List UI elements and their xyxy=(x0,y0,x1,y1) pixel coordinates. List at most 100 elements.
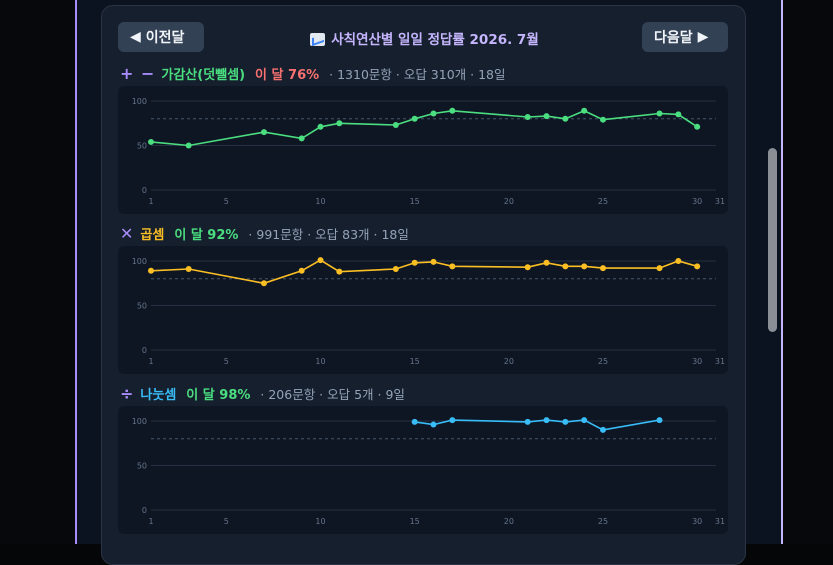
data-point xyxy=(261,280,267,287)
chart-addsub: 100 50 0 1 5 10 15 20 25 30 31 xyxy=(118,86,728,214)
data-point xyxy=(600,426,606,433)
data-point xyxy=(298,135,305,142)
data-point xyxy=(694,123,701,130)
data-point xyxy=(600,116,606,123)
x-tick-label: 25 xyxy=(598,197,608,206)
stats-modal: ◀ 이전달 사칙연산별 일일 정답률 2026. 7월 다음달 ▶ + − 가감… xyxy=(75,0,783,565)
section-name: 나눗셈 xyxy=(140,387,177,403)
data-point xyxy=(148,138,154,145)
data-point xyxy=(336,268,343,275)
x-tick-label: 20 xyxy=(504,197,514,206)
data-point xyxy=(411,418,418,425)
next-month-button[interactable]: 다음달 ▶ xyxy=(642,22,728,52)
data-point xyxy=(581,107,588,114)
chart-mul: 100 50 0 1 5 10 15 20 25 30 31 xyxy=(118,246,728,374)
data-point xyxy=(562,263,569,270)
section-name: 곱셈 xyxy=(140,227,165,243)
x-tick-label: 31 xyxy=(715,197,725,206)
x-tick-label: 15 xyxy=(410,357,420,366)
y-tick-label: 50 xyxy=(137,302,147,311)
data-point xyxy=(694,263,701,270)
x-tick-label: 5 xyxy=(224,357,229,366)
data-point xyxy=(430,258,437,265)
section-name: 가감산(덧뺄셈) xyxy=(161,67,246,83)
series-line xyxy=(150,259,698,285)
x-tick-label: 31 xyxy=(715,357,725,366)
x-tick-label: 30 xyxy=(692,357,702,366)
triangle-left-icon: ◀ xyxy=(130,29,141,45)
section-meta: · 1310문항 · 오답 310개 · 18일 xyxy=(329,66,506,82)
data-point xyxy=(675,258,682,264)
y-tick-label: 100 xyxy=(132,417,147,426)
data-point xyxy=(524,418,531,425)
data-point xyxy=(449,107,456,114)
prev-month-button[interactable]: ◀ 이전달 xyxy=(118,22,204,52)
data-point xyxy=(430,110,437,117)
data-point xyxy=(336,120,343,127)
chart-div: 100 50 0 1 5 10 15 20 25 30 31 xyxy=(118,406,728,534)
data-point xyxy=(656,265,663,272)
data-point xyxy=(543,259,550,266)
data-point xyxy=(656,110,663,117)
backdrop-right xyxy=(783,0,833,544)
section-header-addsub: + − 가감산(덧뺄셈) 이 달 76% · 1310문항 · 오답 310개 … xyxy=(120,63,506,83)
x-tick-label: 25 xyxy=(598,517,608,526)
data-point xyxy=(411,115,418,122)
data-point xyxy=(148,267,154,274)
data-point xyxy=(675,111,682,118)
page-title-text: 사칙연산별 일일 정답률 2026. 7월 xyxy=(331,32,539,48)
multiply-icon: ✕ xyxy=(120,223,135,243)
page-title: 사칙연산별 일일 정답률 2026. 7월 xyxy=(102,28,747,48)
y-tick-label: 100 xyxy=(132,97,147,106)
x-tick-label: 10 xyxy=(315,357,325,366)
section-meta: · 991문항 · 오답 83개 · 18일 xyxy=(248,226,409,242)
x-tick-label: 31 xyxy=(715,517,725,526)
data-point xyxy=(524,114,531,121)
y-tick-label: 50 xyxy=(137,142,147,151)
data-point xyxy=(543,417,550,424)
y-tick-label: 0 xyxy=(142,506,147,515)
data-point xyxy=(392,122,399,129)
x-tick-label: 20 xyxy=(504,357,514,366)
x-tick-label: 5 xyxy=(224,517,229,526)
daily-accuracy-panel: ◀ 이전달 사칙연산별 일일 정답률 2026. 7월 다음달 ▶ + − 가감… xyxy=(101,5,746,565)
data-point xyxy=(317,123,324,130)
chart-icon xyxy=(310,33,326,46)
divide-icon: ÷ xyxy=(120,383,135,403)
next-month-label: 다음달 xyxy=(654,30,693,46)
x-tick-label: 5 xyxy=(224,197,229,206)
section-meta: · 206문항 · 오답 5개 · 9일 xyxy=(260,386,405,402)
data-point xyxy=(185,266,192,273)
data-point xyxy=(581,263,588,270)
x-tick-label: 1 xyxy=(148,517,153,526)
data-point xyxy=(656,417,663,424)
backdrop-left xyxy=(0,0,76,544)
plus-minus-icon: + − xyxy=(120,63,156,83)
data-point xyxy=(562,418,569,425)
section-rate: 이 달 76% xyxy=(255,67,320,83)
section-rate: 이 달 92% xyxy=(174,227,239,243)
section-header-mul: ✕ 곱셈 이 달 92% · 991문항 · 오답 83개 · 18일 xyxy=(120,223,409,243)
data-point xyxy=(392,266,399,273)
x-tick-label: 1 xyxy=(148,357,153,366)
data-point xyxy=(185,142,192,149)
data-point xyxy=(543,113,550,120)
x-tick-label: 10 xyxy=(315,517,325,526)
data-point xyxy=(411,259,418,266)
triangle-right-icon: ▶ xyxy=(697,29,709,45)
section-header-div: ÷ 나눗셈 이 달 98% · 206문항 · 오답 5개 · 9일 xyxy=(120,383,405,403)
x-tick-label: 30 xyxy=(692,197,702,206)
x-tick-label: 15 xyxy=(410,517,420,526)
scrollbar-thumb[interactable] xyxy=(768,148,777,332)
x-tick-label: 15 xyxy=(410,197,420,206)
x-tick-label: 30 xyxy=(692,517,702,526)
x-tick-label: 25 xyxy=(598,357,608,366)
series-line xyxy=(150,109,698,147)
data-point xyxy=(600,265,606,272)
data-point xyxy=(449,263,456,270)
data-point xyxy=(430,421,437,428)
x-tick-label: 20 xyxy=(504,517,514,526)
